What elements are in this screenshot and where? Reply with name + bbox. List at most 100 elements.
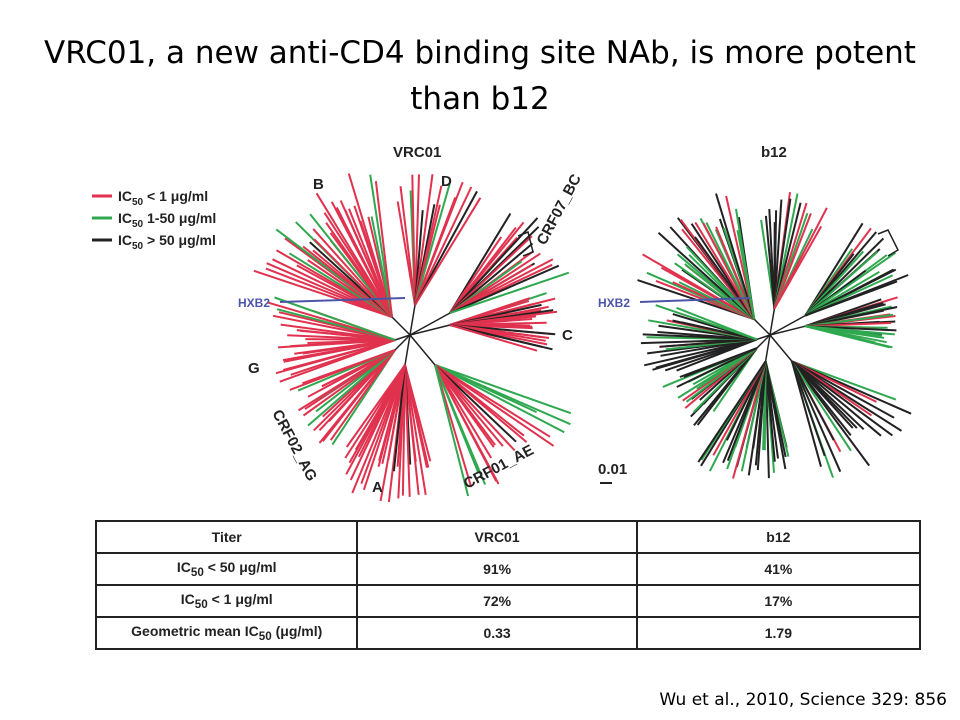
- tree-branch: [769, 325, 806, 336]
- tree-branch: [434, 364, 497, 482]
- clade-label-crf02-ag: CRF02_AG: [268, 407, 320, 484]
- tree-branch: [434, 364, 517, 443]
- tree-branch: [804, 325, 890, 349]
- tree-branch: [409, 324, 451, 336]
- tree-branch: [804, 280, 898, 317]
- tree-branch: [434, 364, 470, 497]
- tree-branch: [791, 360, 854, 429]
- tree-branch: [791, 360, 835, 441]
- tree-branch: [313, 238, 393, 318]
- tree-branch: [409, 312, 451, 336]
- tree-branch: [791, 360, 852, 452]
- legend-label-green: IC50 1-50 μg/ml: [118, 210, 216, 230]
- tree-branch: [676, 306, 758, 341]
- clade-label-c: C: [562, 327, 573, 344]
- tree-branch: [693, 347, 758, 427]
- tree-branch: [434, 364, 528, 443]
- tree-branch: [773, 225, 823, 310]
- tree-branch: [272, 258, 393, 318]
- b12-hxb2-branch: [639, 297, 751, 303]
- tree-branch: [274, 296, 396, 341]
- table-header-vrc01: VRC01: [356, 520, 638, 554]
- tree-branch: [404, 334, 411, 366]
- tree-branch: [657, 331, 757, 341]
- tree-branch: [434, 364, 495, 448]
- crf07-bracket: [517, 230, 534, 257]
- tree-branch: [414, 174, 420, 306]
- legend: IC50 < 1 μg/ml IC50 1-50 μg/ml IC50 > 50…: [92, 188, 216, 252]
- tree-branch: [715, 226, 756, 320]
- table-header-row: Titer VRC01 b12: [94, 520, 922, 554]
- vrc01-tree-title: VRC01: [393, 144, 441, 161]
- tree-branch: [312, 228, 393, 318]
- tree-branch: [280, 323, 396, 341]
- tree-branch: [643, 338, 758, 367]
- clade-label-d: D: [441, 173, 452, 190]
- tree-branch: [399, 186, 416, 306]
- vrc01-hxb2-branch: [279, 297, 406, 303]
- tree-branch: [414, 190, 478, 306]
- tree-branch: [266, 262, 393, 318]
- tree-branch: [434, 364, 480, 474]
- vrc01-tree-branches: [253, 173, 572, 503]
- tree-branch: [805, 313, 894, 328]
- tree-branch: [722, 361, 767, 464]
- legend-label-red: IC50 < 1 μg/ml: [118, 188, 208, 208]
- tree-branch: [791, 361, 822, 467]
- table-row: IC50 < 1 μg/ml 72% 17%: [94, 584, 922, 618]
- tree-branch: [392, 364, 406, 472]
- tree-branch: [414, 183, 451, 306]
- tree-branch: [307, 349, 396, 427]
- vrc01-value: 91%: [356, 552, 638, 586]
- tree-branch: [391, 316, 411, 336]
- tree-branch: [642, 253, 755, 321]
- row-label: Geometric mean IC50 (μg/ml): [94, 616, 359, 650]
- tree-branch: [294, 339, 396, 355]
- tree-branch: [315, 192, 393, 318]
- tree-branch: [434, 364, 555, 447]
- tree-branch: [679, 347, 758, 378]
- tree-branch: [697, 360, 767, 463]
- tree-branch: [449, 264, 560, 314]
- tree-branch: [804, 251, 896, 317]
- tree-branch: [404, 364, 420, 496]
- tree-branch: [773, 199, 783, 309]
- tree-branch: [409, 304, 416, 336]
- tree-branch: [414, 186, 473, 306]
- tree-branch: [735, 208, 756, 320]
- phylogenetic-figure: IC50 < 1 μg/ml IC50 1-50 μg/ml IC50 > 50…: [92, 144, 912, 503]
- b12-crf07-bracket: [877, 229, 899, 257]
- tree-branch: [791, 360, 893, 437]
- tree-branch: [791, 360, 882, 437]
- tree-branch: [345, 364, 406, 448]
- slide-title: VRC01, a new anti-CD4 binding site NAb, …: [44, 35, 916, 117]
- b12-value: 41%: [635, 552, 922, 586]
- tree-branch: [449, 324, 538, 352]
- b12-hxb2-label: HXB2: [598, 296, 630, 310]
- clade-label-g: G: [248, 360, 260, 377]
- b12-value: 1.79: [635, 616, 922, 650]
- tree-branch: [404, 364, 427, 496]
- tree-branch: [756, 334, 771, 349]
- tree-branch: [351, 364, 406, 494]
- tree-branch: [449, 242, 534, 314]
- tree-branch: [791, 361, 826, 457]
- tree-branch: [764, 361, 776, 462]
- results-table: Titer VRC01 b12 IC50 < 50 μg/ml 91% 41% …: [94, 520, 922, 650]
- tree-branch: [769, 308, 776, 336]
- tree-branch: [791, 360, 897, 401]
- tree-branch: [283, 339, 396, 371]
- legend-label-black: IC50 > 50 μg/ml: [118, 232, 216, 252]
- vrc01-value: 72%: [356, 584, 638, 618]
- tree-branch: [374, 180, 393, 318]
- clade-label-a: A: [372, 479, 383, 496]
- table-row: IC50 < 50 μg/ml 91% 41%: [94, 552, 922, 586]
- tree-branch: [685, 246, 755, 320]
- row-label: IC50 < 50 μg/ml: [94, 552, 359, 586]
- tree-branch: [769, 334, 793, 362]
- b12-value: 17%: [635, 584, 922, 618]
- tree-branch: [640, 338, 757, 345]
- tree-branch: [411, 174, 416, 306]
- tree-branch: [791, 360, 871, 467]
- tree-branch: [394, 334, 411, 341]
